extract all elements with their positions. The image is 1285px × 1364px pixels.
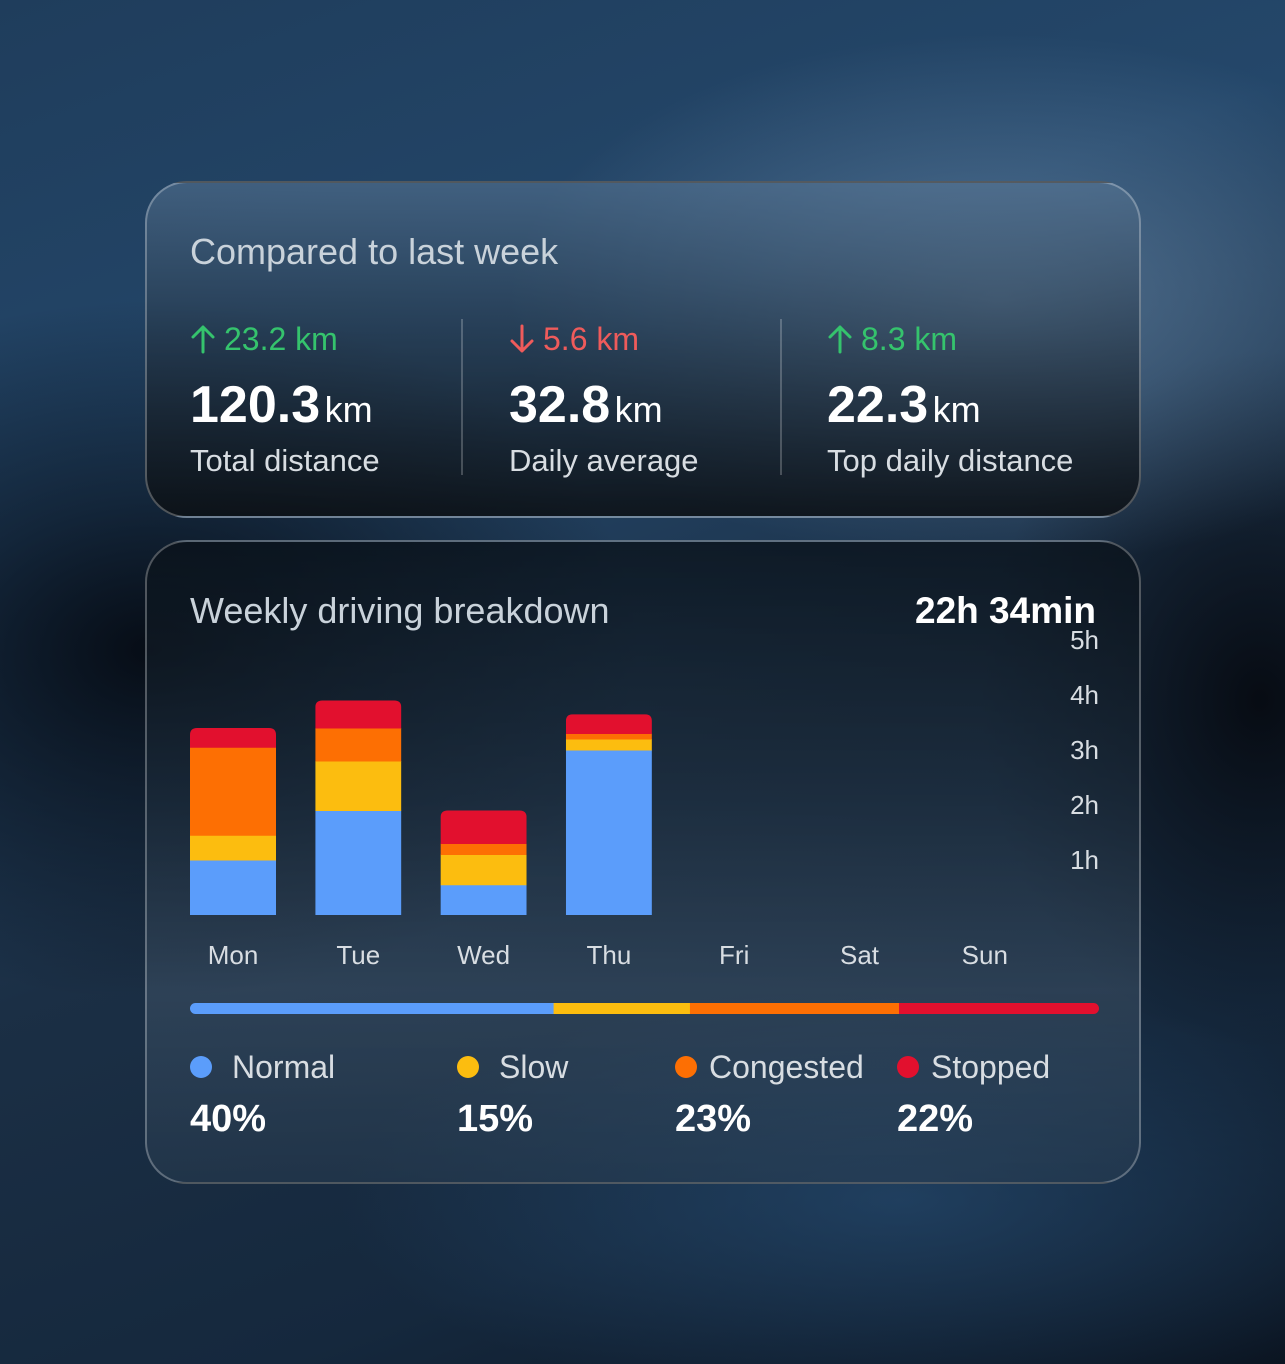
bar-segment-slow (190, 835, 276, 861)
legend-percent: 23% (675, 1098, 752, 1140)
y-tick-label: 4h (1070, 680, 1099, 710)
divider (780, 319, 782, 475)
stat-delta: 5.6 km (509, 319, 699, 359)
bar-segment-slow (440, 854, 527, 886)
bar-segment-normal (315, 810, 402, 915)
share-bar (190, 1003, 1099, 1014)
legend-dot (897, 1056, 919, 1078)
x-tick-label: Thu (586, 940, 631, 970)
y-tick-label: 2h (1070, 790, 1099, 820)
x-tick-label: Wed (457, 940, 510, 970)
y-tick-label: 5h (1070, 625, 1099, 655)
total-driving-time: 22h 34min (915, 590, 1096, 631)
legend-dot (457, 1056, 479, 1078)
stat-label: Top daily distance (827, 443, 1074, 478)
bar-tue (315, 700, 402, 915)
stat-value: 22.3 km (827, 376, 981, 434)
legend-percent: 15% (457, 1098, 534, 1140)
arrow-up-icon (828, 325, 852, 354)
bar-segment-normal (190, 860, 276, 915)
x-tick-label: Tue (336, 940, 380, 970)
legend-percent: 22% (897, 1098, 974, 1140)
stat-daily-average: 5.6 km 32.8 km Daily average (509, 319, 699, 479)
legend-stopped: Stopped 22% (897, 1048, 1051, 1140)
bar-segment-slow (315, 761, 402, 811)
bar-wed (440, 810, 527, 915)
divider (461, 319, 463, 475)
weekly-bar-chart: Mon Tue Wed Thu Fri Sat Sun 1h 2h 3h 4h 5h (190, 625, 1099, 1014)
bar-thu (565, 714, 652, 915)
legend-dot (190, 1056, 212, 1078)
bar-segment-normal (565, 750, 652, 915)
y-tick-label: 1h (1070, 845, 1099, 875)
share-segment-normal (190, 1003, 555, 1014)
comparison-title: Compared to last week (190, 231, 559, 272)
legend-normal: Normal 40% (190, 1048, 336, 1140)
share-segment-congested (689, 1003, 900, 1014)
stat-delta: 8.3 km (827, 319, 1073, 359)
share-segment-slow (553, 1003, 691, 1014)
bar-segment-congested (315, 728, 402, 762)
stat-label: Total distance (190, 443, 380, 478)
stat-total-distance: 23.2 km 120.3 km Total distance (190, 319, 380, 479)
arrow-down-icon (510, 324, 534, 353)
bar-segment-stopped (440, 810, 527, 844)
comparison-card: Compared to last week 23.2 km 120.3 km T… (145, 181, 1141, 518)
y-tick-label: 3h (1070, 735, 1099, 765)
bar-segment-stopped (565, 714, 652, 734)
stat-value: 120.3 km (190, 376, 373, 434)
legend-dot (675, 1056, 697, 1078)
stat-top-daily-distance: 8.3 km 22.3 km Top daily distance (827, 319, 1073, 479)
bar-segment-congested (565, 733, 652, 740)
share-segment-stopped (899, 1003, 1099, 1014)
arrow-up-icon (191, 325, 215, 354)
breakdown-card: Weekly driving breakdown 22h 34min Mon Tu… (145, 540, 1141, 1184)
x-tick-label: Sat (840, 940, 880, 970)
legend-congested: Congested 23% (675, 1048, 864, 1140)
bar-segment-congested (440, 843, 527, 855)
bar-segment-normal (440, 884, 527, 915)
stat-delta: 23.2 km (190, 319, 380, 359)
legend-slow: Slow 15% (457, 1048, 569, 1140)
bar-segment-stopped (190, 728, 276, 748)
bar-segment-congested (190, 747, 276, 836)
x-tick-label: Mon (208, 940, 259, 970)
bar-mon (190, 728, 276, 915)
breakdown-title: Weekly driving breakdown (190, 590, 610, 631)
bar-segment-slow (565, 739, 652, 751)
legend-percent: 40% (190, 1098, 267, 1140)
bar-segment-stopped (315, 700, 402, 729)
x-tick-label: Fri (719, 940, 749, 970)
stat-label: Daily average (509, 443, 699, 478)
stat-value: 32.8 km (509, 376, 663, 434)
x-tick-label: Sun (962, 940, 1008, 970)
